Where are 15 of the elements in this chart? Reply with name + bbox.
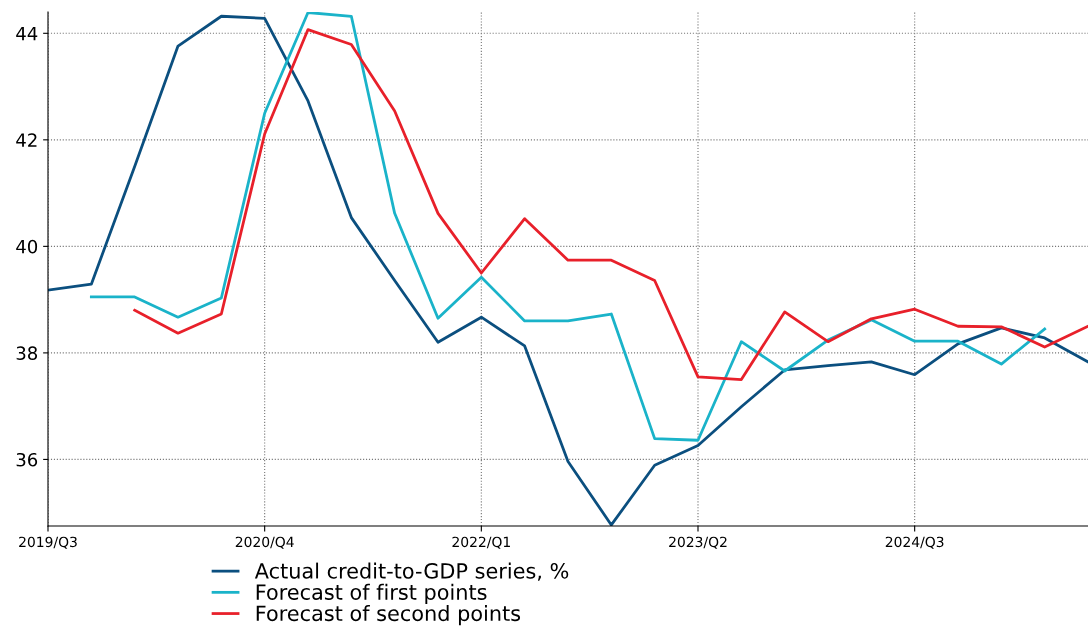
x-tick-label: 2019/Q3 — [19, 536, 77, 549]
y-tick-label: 44 — [16, 27, 38, 41]
y-tick-label: 36 — [16, 452, 38, 467]
y-tick-label: 38 — [16, 346, 38, 361]
y-tick-label: 40 — [16, 239, 38, 254]
y-tick-label: 42 — [16, 133, 37, 147]
x-tick-label: 2020/Q4 — [235, 536, 294, 549]
x-tick-label: 2023/Q2 — [669, 536, 727, 549]
legend-label: Actual credit-to-GDP series, % — [254, 562, 569, 581]
legend-label: Forecast of second points — [256, 605, 521, 626]
line-series — [133, 28, 1088, 381]
x-tick-label: 2022/Q1 — [452, 536, 510, 549]
line-series — [89, 12, 1047, 442]
x-tick-label: 2024/Q3 — [885, 536, 944, 549]
legend-label: Forecast of first points — [256, 583, 487, 604]
